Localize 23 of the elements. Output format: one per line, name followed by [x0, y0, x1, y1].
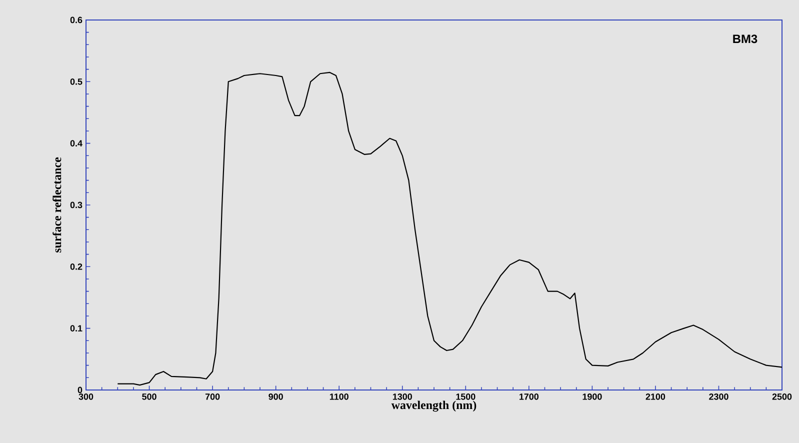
x-tick-label: 2500	[772, 394, 792, 400]
x-tick-label: 1100	[330, 394, 348, 400]
x-tick-label: 300	[78, 394, 94, 400]
y-tick-label: 0.4	[70, 140, 82, 146]
y-tick-label: 0.2	[70, 263, 82, 270]
x-tick-label: 900	[268, 394, 283, 400]
x-tick-label: 1700	[520, 394, 539, 400]
x-tick-label: 2300	[709, 394, 728, 400]
line-series	[117, 72, 782, 386]
x-axis-title: wavelength (nm)	[391, 400, 476, 412]
x-tick-label: 1500	[456, 394, 476, 400]
y-tick-label: 0.1	[70, 325, 82, 332]
x-tick-label: 1900	[582, 394, 602, 400]
x-tick-label: 500	[142, 394, 156, 400]
y-tick-label: 0	[78, 386, 82, 394]
x-tick-label: 2100	[646, 394, 666, 400]
y-axis-title: surface reflectance	[52, 157, 62, 252]
y-tick-label: 0.5	[70, 78, 82, 85]
y-tick-label: 0.3	[70, 202, 82, 208]
x-tick-label: 1300	[392, 394, 412, 400]
x-tick-label: 700	[205, 394, 220, 400]
y-tick-label: 0.6	[70, 16, 82, 24]
annotation: BM3	[733, 34, 758, 44]
